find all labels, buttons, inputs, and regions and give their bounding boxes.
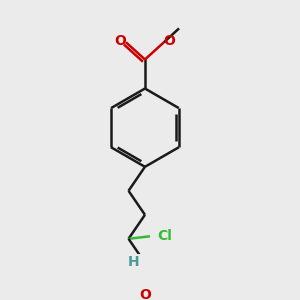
Text: O: O <box>115 34 126 48</box>
Text: H: H <box>128 254 140 268</box>
Text: O: O <box>139 288 151 300</box>
Text: Cl: Cl <box>157 229 172 243</box>
Text: O: O <box>164 34 175 48</box>
